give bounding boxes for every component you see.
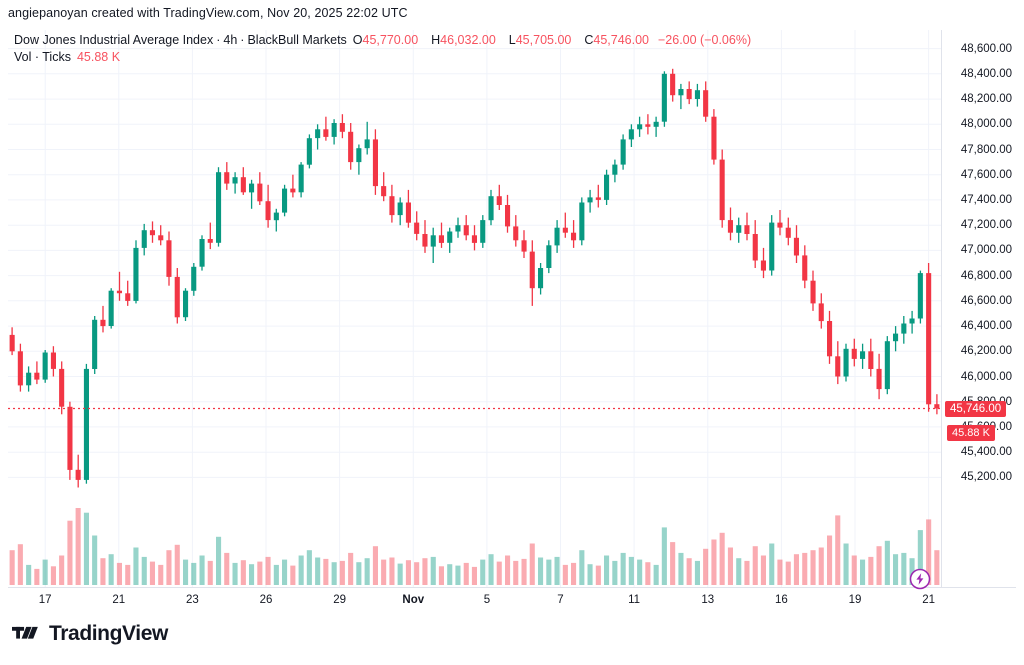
price-tick: 47,600.00 bbox=[960, 168, 1012, 181]
time-tick: 26 bbox=[259, 594, 273, 606]
time-tick: 17 bbox=[38, 594, 52, 606]
time-scale[interactable]: 17 21 23 26 29 Nov 5 7 11 13 16 19 21 bbox=[8, 587, 1016, 613]
price-tick: 47,800.00 bbox=[960, 143, 1012, 156]
volume-badge: 45.88 K bbox=[947, 424, 995, 441]
time-tick: 5 bbox=[483, 594, 491, 606]
price-tick: 47,400.00 bbox=[960, 193, 1012, 206]
time-tick: 19 bbox=[848, 594, 862, 606]
time-tick: Nov bbox=[402, 594, 425, 606]
candlestick-series bbox=[8, 68, 941, 585]
price-tick: 47,200.00 bbox=[960, 219, 1012, 232]
price-tick: 46,800.00 bbox=[960, 269, 1012, 282]
time-tick: 29 bbox=[333, 594, 346, 606]
lightning-bolt-icon[interactable] bbox=[909, 568, 931, 590]
tradingview-wordmark: TradingView bbox=[49, 622, 168, 645]
chart-frame: Dow Jones Industrial Average Index · 4h … bbox=[8, 30, 1016, 590]
price-tick: 45,200.00 bbox=[960, 471, 1012, 484]
price-tick: 46,400.00 bbox=[960, 320, 1012, 333]
time-tick: 13 bbox=[701, 594, 715, 606]
price-tick: 46,000.00 bbox=[960, 370, 1012, 383]
price-tick: 45,400.00 bbox=[960, 446, 1012, 459]
attribution-text: angiepanoyan created with TradingView.co… bbox=[8, 6, 408, 20]
price-tick: 46,200.00 bbox=[960, 345, 1012, 358]
price-tick: 48,200.00 bbox=[960, 93, 1012, 106]
time-tick: 16 bbox=[774, 594, 788, 606]
price-tick: 46,600.00 bbox=[960, 294, 1012, 307]
time-tick: 21 bbox=[922, 594, 935, 606]
chart-gridlines bbox=[8, 30, 941, 587]
time-tick: 7 bbox=[557, 594, 564, 606]
chart-plot-area[interactable] bbox=[8, 30, 941, 587]
price-scale[interactable]: 48,600.00 48,400.00 48,200.00 48,000.00 47,8… bbox=[941, 30, 1016, 587]
time-tick: 21 bbox=[112, 594, 126, 606]
time-tick: 23 bbox=[185, 594, 199, 606]
price-tick: 48,600.00 bbox=[960, 42, 1012, 55]
price-tick: 47,000.00 bbox=[960, 244, 1012, 257]
tradingview-mark-icon bbox=[12, 626, 38, 639]
price-tick: 48,000.00 bbox=[960, 118, 1012, 131]
time-tick: 11 bbox=[628, 594, 641, 606]
price-tick: 48,400.00 bbox=[960, 67, 1012, 80]
last-price-badge: 45,746.00 bbox=[945, 400, 1007, 417]
tradingview-logo: TradingView bbox=[12, 622, 168, 646]
